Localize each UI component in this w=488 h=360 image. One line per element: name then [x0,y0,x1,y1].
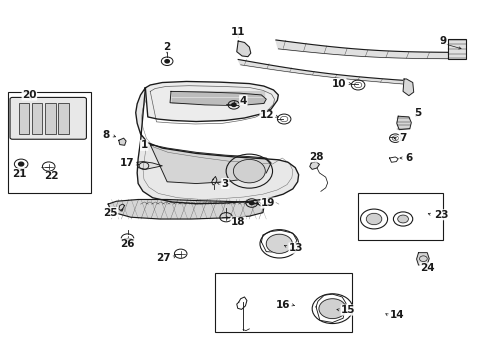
Polygon shape [238,59,408,84]
Polygon shape [309,162,319,169]
Text: 14: 14 [389,310,403,320]
Text: 24: 24 [419,263,434,273]
Text: 2: 2 [163,42,170,52]
Polygon shape [402,79,413,96]
Polygon shape [416,253,428,265]
Text: 5: 5 [413,108,420,118]
Circle shape [249,202,253,204]
FancyBboxPatch shape [447,39,465,59]
Text: 21: 21 [12,168,27,179]
Polygon shape [145,81,278,122]
Circle shape [231,103,236,107]
Text: 23: 23 [433,210,447,220]
Text: 19: 19 [261,198,275,208]
Text: 10: 10 [331,78,346,89]
Bar [58,103,69,134]
Text: 7: 7 [398,133,406,143]
Text: 16: 16 [275,300,290,310]
Circle shape [265,234,292,253]
Circle shape [397,215,407,223]
Text: 1: 1 [140,140,147,150]
Polygon shape [136,88,298,204]
Polygon shape [150,145,270,184]
Text: 28: 28 [308,152,323,162]
Text: 6: 6 [404,153,411,163]
Polygon shape [108,199,264,219]
Text: 26: 26 [120,239,135,249]
Bar [45,103,56,134]
Circle shape [233,159,265,183]
Polygon shape [396,116,410,130]
Text: 8: 8 [102,130,110,140]
Circle shape [366,213,381,225]
Polygon shape [236,41,250,57]
Circle shape [19,162,24,166]
Bar [215,273,351,332]
Text: 27: 27 [156,253,171,263]
Polygon shape [275,40,456,59]
Text: 20: 20 [22,90,37,100]
FancyBboxPatch shape [10,98,86,139]
Text: 22: 22 [44,171,58,181]
Text: 17: 17 [120,158,134,168]
Bar [357,193,442,239]
Circle shape [318,299,346,319]
Text: 18: 18 [230,217,245,227]
Text: 9: 9 [439,36,446,46]
Polygon shape [119,138,126,145]
Text: 12: 12 [260,111,274,121]
Bar [19,103,29,134]
Bar [8,93,91,193]
Text: 4: 4 [239,96,246,105]
Polygon shape [170,91,265,105]
Text: 11: 11 [230,27,245,37]
Bar [32,103,42,134]
Text: 25: 25 [103,208,118,217]
Text: 15: 15 [341,305,355,315]
Text: 3: 3 [222,179,228,189]
Text: 13: 13 [288,243,303,253]
Polygon shape [137,162,162,169]
Circle shape [164,60,169,63]
